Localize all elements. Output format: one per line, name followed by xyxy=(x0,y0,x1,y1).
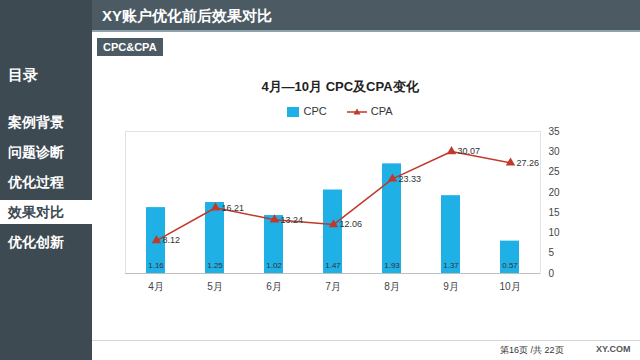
html-text:CPC: CPC xyxy=(303,105,327,117)
svg-text:1.02: 1.02 xyxy=(266,261,282,270)
html-text:CPC&CPA: CPC&CPA xyxy=(103,41,157,53)
html-text:案例背景: 案例背景 xyxy=(8,114,64,130)
svg-text:6月: 6月 xyxy=(266,281,282,292)
html-text:第16页 /共 22页: 第16页 /共 22页 xyxy=(500,345,564,355)
svg-text:15: 15 xyxy=(549,207,561,218)
html-text:CPA: CPA xyxy=(370,105,393,117)
svg-text:1.93: 1.93 xyxy=(384,261,400,270)
html-text:目录: 目录 xyxy=(8,66,38,83)
html-text:优化创新: 优化创新 xyxy=(8,234,64,250)
html-text:4月—10月 CPC及CPA变化: 4月—10月 CPC及CPA变化 xyxy=(261,79,419,94)
svg-text:27.26: 27.26 xyxy=(517,158,540,168)
svg-text:1.47: 1.47 xyxy=(325,261,341,270)
html-text:XY.COM: XY.COM xyxy=(596,344,631,354)
svg-text:5: 5 xyxy=(549,247,555,258)
svg-text:13.24: 13.24 xyxy=(281,215,304,225)
svg-text:30.07: 30.07 xyxy=(458,146,481,156)
svg-text:0: 0 xyxy=(549,268,555,279)
svg-text:0.57: 0.57 xyxy=(502,261,518,270)
html-text:效果对比: 效果对比 xyxy=(8,204,64,220)
svg-text:4月: 4月 xyxy=(148,281,164,292)
svg-text:9月: 9月 xyxy=(443,281,459,292)
svg-text:7月: 7月 xyxy=(325,281,341,292)
html-text:XY账户优化前后效果对比: XY账户优化前后效果对比 xyxy=(102,7,272,24)
svg-text:12.06: 12.06 xyxy=(340,219,363,229)
svg-text:35: 35 xyxy=(549,126,561,137)
svg-text:8月: 8月 xyxy=(384,281,400,292)
html-text:优化过程: 优化过程 xyxy=(8,174,64,190)
html-text:问题诊断: 问题诊断 xyxy=(8,144,64,160)
svg-text:16.21: 16.21 xyxy=(222,203,245,213)
svg-text:25: 25 xyxy=(549,166,561,177)
svg-text:8.12: 8.12 xyxy=(163,235,181,245)
svg-text:1.25: 1.25 xyxy=(207,261,223,270)
svg-text:5月: 5月 xyxy=(207,281,223,292)
svg-text:10月: 10月 xyxy=(499,281,520,292)
svg-text:10: 10 xyxy=(549,227,561,238)
svg-text:23.33: 23.33 xyxy=(399,174,422,184)
svg-text:20: 20 xyxy=(549,187,561,198)
svg-text:1.16: 1.16 xyxy=(148,261,164,270)
svg-text:30: 30 xyxy=(549,146,561,157)
svg-text:1.37: 1.37 xyxy=(443,261,459,270)
